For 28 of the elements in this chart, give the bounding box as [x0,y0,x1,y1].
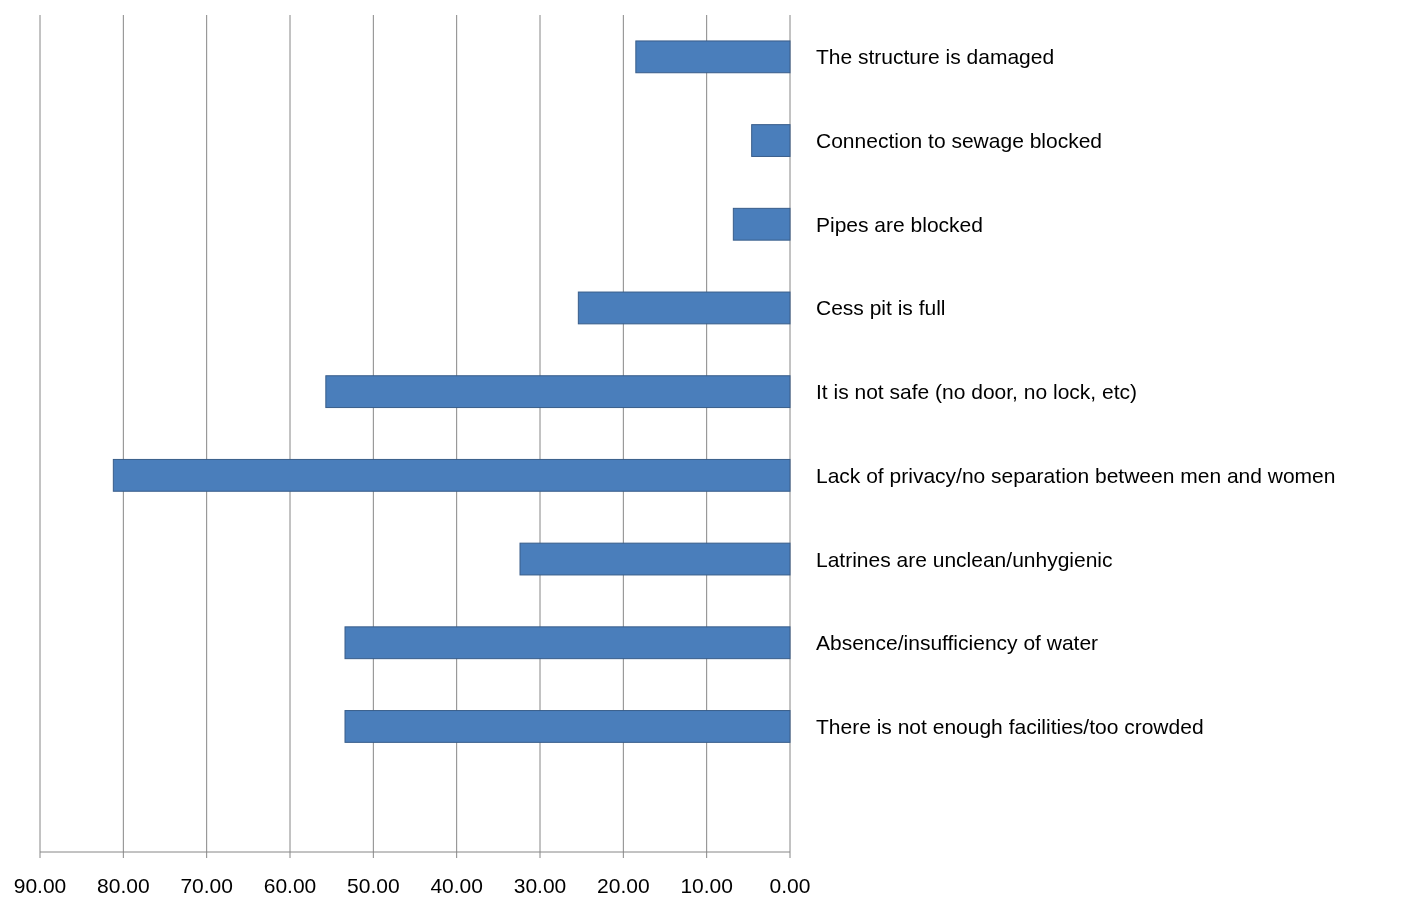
x-tick-label: 20.00 [597,874,650,897]
bar [732,207,791,241]
x-tick-label: 60.00 [263,874,317,897]
y-tick-label: Absence/insufficiency of water [816,631,1099,655]
x-tick-label: 10.00 [680,874,733,897]
bar [344,626,791,660]
y-tick-label: Cess pit is full [816,296,946,320]
x-tick-label: 40.00 [430,874,483,897]
x-tick-label: 30.00 [513,874,567,897]
y-tick-label: Pipes are blocked [816,212,983,236]
y-tick-label: Latrines are unclean/unhygienic [816,547,1113,571]
bar [635,40,791,74]
bar [519,542,791,576]
bar [325,375,791,409]
bar [751,124,791,157]
bar [344,710,791,743]
y-tick-label: The structure is damaged [816,45,1055,69]
x-tick-label: 90.00 [13,874,67,897]
y-tick-label: Lack of privacy/no separation between men and women [816,463,1336,487]
y-tick-label: Connection to sewage blocked [816,129,1103,153]
x-tick-label: 50.00 [347,874,400,897]
x-tick-label: 80.00 [97,874,150,897]
bar [577,291,791,325]
x-tick-label: 0.00 [769,874,811,897]
bar [112,458,791,492]
x-tick-label: 70.00 [180,874,233,897]
y-tick-label: It is not safe (no door, no lock, etc) [816,380,1137,404]
y-tick-label: There is not enough facilities/too crowded [816,714,1204,738]
